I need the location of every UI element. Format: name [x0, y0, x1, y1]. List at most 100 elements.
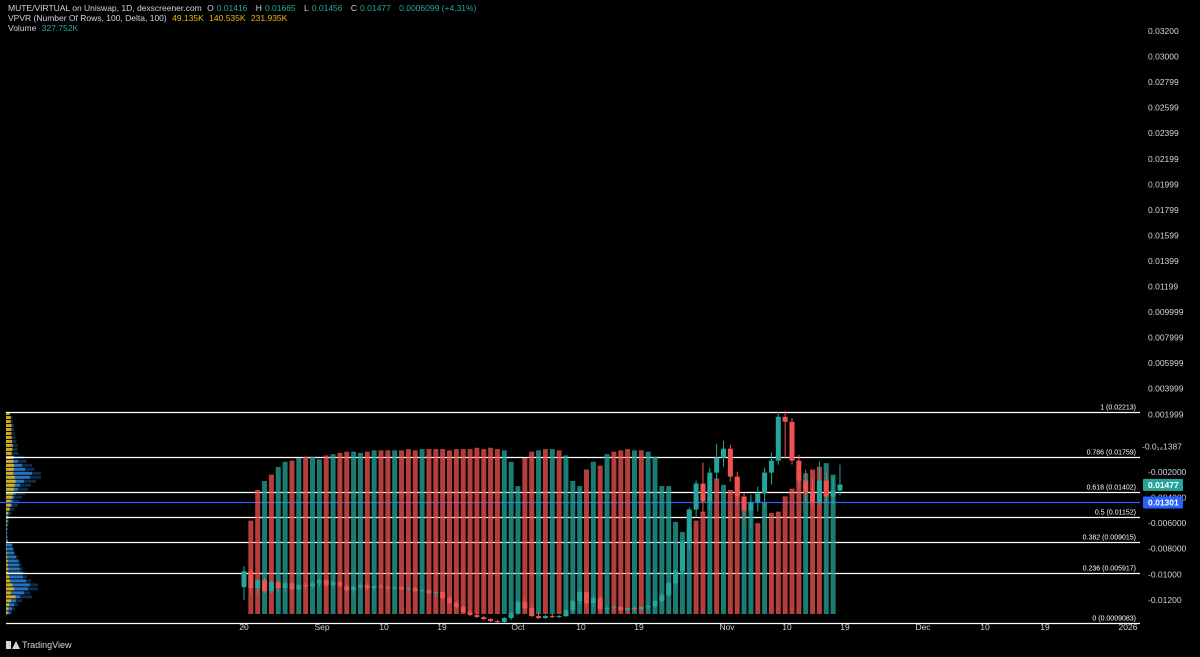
volume-bar	[721, 484, 726, 614]
horizontal-line-label: 0.01301	[1148, 498, 1179, 508]
volume-profile-row-up	[6, 559, 18, 563]
volume-profile-row-down	[6, 551, 7, 555]
volume-profile-row-down	[6, 563, 8, 567]
volume-bar	[796, 475, 802, 614]
price-tick-label: 0.02599	[1148, 103, 1179, 113]
volume-bar	[556, 450, 562, 614]
volume-bar	[570, 480, 576, 614]
candle-body	[789, 421, 795, 461]
volume-bar	[323, 455, 329, 614]
time-tick-label: Nov	[719, 622, 735, 632]
volume-bar	[563, 455, 569, 614]
candle-body	[748, 502, 754, 511]
close-label: C	[350, 3, 358, 13]
candle-body	[762, 472, 768, 494]
volume-profile-row-up	[6, 555, 16, 559]
volume-bar	[440, 449, 446, 614]
volume-bar	[385, 450, 391, 614]
volume-profile-row-down	[6, 587, 14, 591]
volume-bar	[460, 449, 466, 614]
candle-body	[515, 602, 521, 614]
candle-body	[385, 587, 391, 589]
volume-profile-row-down	[6, 583, 13, 587]
time-tick-label: Dec	[915, 622, 931, 632]
price-tick-label: 0.001999	[1148, 409, 1184, 419]
vpvr-title[interactable]: VPVR (Number Of Rows, 100, Delta, 100)	[8, 13, 167, 23]
price-tick-label: 0.009999	[1148, 307, 1184, 317]
volume-bar	[597, 465, 603, 614]
volume-profile-row-up	[6, 523, 8, 527]
volume-profile-row-up	[6, 567, 20, 571]
volume-bar	[447, 450, 452, 614]
candle-body	[693, 483, 699, 510]
candle-body	[810, 493, 816, 503]
candle-body	[625, 608, 631, 611]
vpvr-legend[interactable]: VPVR (Number Of Rows, 100, Delta, 100) 4…	[8, 13, 290, 23]
pair-title[interactable]: MUTE/VIRTUAL on Uniswap, 1D, dexscreener…	[8, 3, 202, 13]
volume-bar	[748, 507, 754, 614]
price-axis[interactable]: 0.03200 0.03000 0.02799 0.02599 0.02399 0.021…	[1142, 26, 1187, 605]
volume-bar	[268, 474, 274, 614]
candle-body	[371, 586, 377, 589]
tradingview-logo[interactable]: TradingView	[6, 640, 72, 650]
volume-profile-row-down	[6, 495, 13, 499]
fib-level-label: 1 (0.02213)	[1100, 405, 1136, 412]
symbol-legend[interactable]: MUTE/VIRTUAL on Uniswap, 1D, dexscreener…	[8, 3, 479, 13]
candle-body	[830, 490, 836, 497]
time-axis[interactable]: 20 Sep 10 19 Oct 10 19 Nov 10 19 Dec 10 19 2026	[239, 622, 1137, 632]
volume-bar	[316, 459, 322, 614]
volume-bar	[631, 450, 637, 614]
volume-bar	[611, 451, 617, 614]
volume-profile-row-down	[6, 443, 13, 447]
volume-profile-row-up	[6, 599, 16, 603]
candle-body	[590, 598, 596, 604]
volume-bar	[734, 478, 740, 614]
volume-tick-label: -0.002000	[1148, 467, 1187, 477]
low-label: L	[304, 3, 309, 13]
candle-body	[577, 592, 583, 602]
low-value: 0.01456	[311, 3, 343, 13]
fib-level-label: 0.786 (0.01759)	[1087, 450, 1136, 457]
price-tick-label: 0.007999	[1148, 333, 1184, 343]
candle-body	[563, 610, 569, 617]
last-price-label: 0.01477	[1148, 480, 1179, 490]
volume-profile-row-down	[6, 420, 11, 424]
candle-body	[282, 583, 288, 589]
volume-bar	[666, 486, 672, 614]
tradingview-icon	[6, 641, 20, 649]
volume-profile-row-down	[6, 503, 11, 507]
fib-level-label: 0.382 (0.009015)	[1083, 535, 1136, 542]
candle-body	[344, 586, 350, 591]
candle-body	[803, 480, 809, 494]
volume-profile-row-down	[6, 467, 14, 471]
candle-body	[796, 460, 802, 481]
volume-profile-row-up	[6, 579, 26, 583]
candle-body	[357, 585, 363, 588]
volume-bar	[700, 511, 706, 614]
volume-bar	[789, 488, 795, 614]
candle-body	[447, 598, 452, 604]
candle-body	[275, 582, 281, 589]
candle-body	[549, 616, 555, 618]
volume-profile-row-down	[6, 555, 8, 559]
volume-profile-row-down	[6, 471, 14, 475]
volume-profile-row-down	[6, 511, 8, 515]
time-tick-label: 19	[437, 622, 447, 632]
volume-profile-row-down	[6, 447, 13, 451]
candle-body	[255, 580, 261, 589]
price-tick-label: 0.02199	[1148, 154, 1179, 164]
vpvr-up-value: 49.135K	[172, 13, 204, 23]
volume-bar	[378, 450, 384, 614]
candle-body	[494, 621, 500, 623]
candle-body	[536, 616, 542, 619]
volume-profile-row-total	[6, 451, 19, 455]
volume-title[interactable]: Volume	[8, 23, 37, 33]
candle-body	[597, 598, 603, 610]
time-tick-label: 10	[576, 622, 586, 632]
volume-profile-row-down	[6, 567, 9, 571]
volume-legend[interactable]: Volume 327.752K	[8, 23, 81, 33]
volume-bar	[351, 451, 357, 614]
candle-body	[467, 612, 473, 616]
candle-body	[405, 588, 411, 590]
